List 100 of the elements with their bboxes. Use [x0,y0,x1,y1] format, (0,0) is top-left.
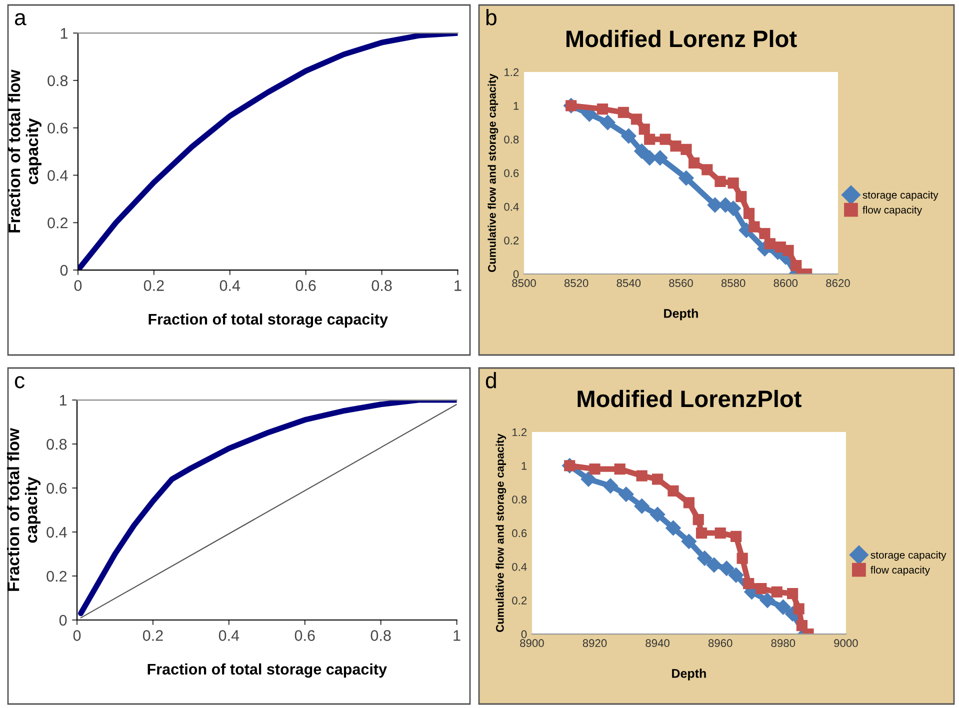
y-tick-label: 0.6 [46,482,67,494]
point [782,244,794,256]
point [634,498,650,514]
x-axis-title: Depth [672,668,706,680]
x-tick-label: 8540 [616,279,641,288]
x-tick-label: 8500 [512,279,536,288]
y-axis-title: Fraction of total flow capacity [7,428,40,591]
legend-label: flow capacity [862,206,922,216]
x-tick-label: 0.2 [142,630,163,641]
text: d [486,372,496,388]
legend-label: storage capacity [862,190,938,201]
point [589,464,600,475]
x-tick-label: 8920 [582,639,607,648]
text: a [14,13,26,26]
point [652,474,664,485]
point [776,600,791,615]
y-tick-label: 0 [59,614,67,626]
y-tick-label: 0.6 [48,122,68,134]
point [688,157,700,168]
point [743,578,754,590]
point [614,464,626,475]
point [759,228,770,240]
x-axis-title: Depth [664,308,698,320]
x-tick-label: 8960 [708,639,732,648]
point [760,592,776,608]
point [621,128,636,144]
point [666,520,681,536]
point [702,164,713,176]
y-tick-label: 0.2 [504,236,519,244]
x-tick-label: 0.4 [218,630,240,641]
point [634,144,650,159]
y-axis-title: Cumulative flow and storage capacity [488,74,498,272]
y-tick-label: 0.8 [48,75,68,86]
point [719,560,734,576]
legend-label: flow capacity [870,566,930,576]
point [638,124,650,135]
text: c [14,376,25,388]
y-tick-label: 0.8 [46,438,67,450]
y-tick-label: 1.2 [512,428,527,436]
point [756,583,767,594]
x-tick-label: 9000 [834,639,858,648]
y-tick-label: 0.6 [504,169,519,178]
x-tick-label: 0 [73,630,81,641]
point [714,527,726,539]
point [736,191,747,202]
point [748,221,760,232]
y-tick-label: 0.2 [46,570,67,582]
point [730,530,742,542]
point [618,106,629,118]
point [618,486,634,502]
point [678,170,694,186]
y-tick-label: 1.2 [504,68,519,76]
point [668,485,679,496]
y-tick-label: 1 [522,462,527,470]
point [602,478,618,494]
y-tick-label: 0.2 [512,596,527,604]
x-axis-title: Fraction of total storage capacity [148,663,387,678]
x-tick-label: 0.2 [144,280,164,291]
y-tick-label: 0.4 [48,170,68,181]
x-tick-label: 0.4 [220,280,240,291]
point [692,514,704,526]
y-tick-label: 0 [60,264,68,276]
point [793,603,804,614]
y-tick-label: 0.2 [48,218,68,228]
point [650,506,666,522]
y-tick-label: 0.4 [512,562,527,571]
x-tick-label: 0 [74,280,82,291]
point [680,144,692,155]
x-tick-label: 0.6 [294,630,315,641]
point [764,238,776,250]
point [736,552,748,564]
x-tick-label: 8980 [771,639,796,648]
y-axis-title: Fraction of total flow capacity [8,70,42,232]
point [743,208,755,219]
y-tick-label: 1 [60,395,67,406]
point [660,134,671,145]
x-tick-label: 8620 [826,279,850,288]
point [600,114,616,130]
point [681,534,697,550]
y-tick-label: 1 [60,28,68,39]
x-tick-label: 8940 [646,639,670,648]
x-tick-label: 8900 [520,639,544,648]
y-tick-label: 1 [514,102,519,110]
point [596,103,608,115]
point [636,470,648,482]
point [697,550,712,566]
y-tick-label: 0.8 [512,496,527,504]
point [644,134,656,145]
point [728,178,739,189]
chart-title: Modified LorenzPlot [578,390,802,408]
x-tick-label: 1 [454,630,460,641]
x-tick-label: 0.8 [372,280,392,291]
y-tick-label: 0.6 [512,529,527,538]
chart-title: Modified Lorenz Plot [566,30,797,48]
point [630,114,642,125]
point [580,472,596,487]
x-tick-label: 1 [454,280,462,291]
y-tick-label: 0.4 [46,526,67,538]
x-tick-label: 0.8 [370,630,391,641]
point [670,140,682,152]
